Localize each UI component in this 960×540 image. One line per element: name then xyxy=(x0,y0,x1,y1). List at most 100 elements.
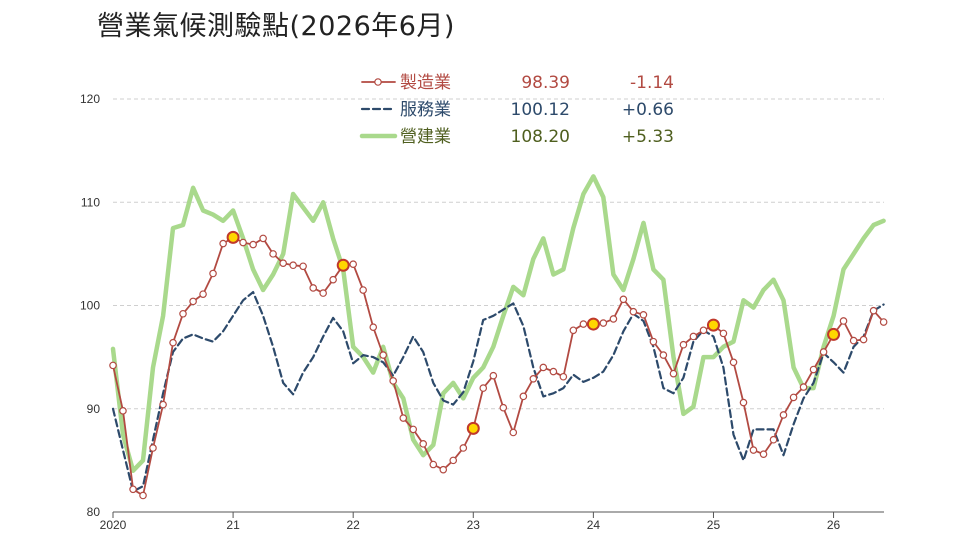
legend-value-manufacturing: 98.39 xyxy=(521,73,570,93)
x-tick-label: 25 xyxy=(707,518,721,532)
data-point-manufacturing xyxy=(629,307,638,316)
data-point-manufacturing xyxy=(329,275,337,284)
data-point-manufacturing xyxy=(579,320,588,328)
data-point-manufacturing xyxy=(119,407,127,415)
grid-layer xyxy=(113,98,884,410)
highlight-point-manufacturing xyxy=(586,317,600,331)
data-point-manufacturing xyxy=(279,259,287,267)
data-point-manufacturing xyxy=(869,306,878,315)
data-point-manufacturing xyxy=(319,289,327,297)
x-tick-label: 21 xyxy=(226,518,240,532)
data-point-manufacturing xyxy=(269,250,277,258)
data-point-manufacturing xyxy=(639,310,648,319)
data-point-manufacturing xyxy=(459,444,468,452)
data-point-manufacturing xyxy=(679,340,688,349)
data-point-manufacturing xyxy=(659,351,668,359)
data-point-manufacturing xyxy=(409,425,418,434)
legend-label-manufacturing: 製造業 xyxy=(400,73,451,93)
data-point-manufacturing xyxy=(779,411,788,419)
data-point-manufacturing xyxy=(359,286,367,294)
data-point-manufacturing xyxy=(839,317,848,325)
data-point-manufacturing xyxy=(609,315,618,323)
data-point-manufacturing xyxy=(479,384,488,392)
data-point-manufacturing xyxy=(849,336,858,345)
data-point-manufacturing xyxy=(819,348,828,356)
x-tick-label: 2020 xyxy=(100,518,127,532)
legend-value-construction: 108.20 xyxy=(511,127,570,147)
legend-change-manufacturing: -1.14 xyxy=(630,73,674,93)
data-point-manufacturing xyxy=(419,440,428,448)
data-point-manufacturing xyxy=(379,351,388,359)
series-layer xyxy=(109,174,888,500)
data-point-manufacturing xyxy=(739,398,748,407)
data-point-manufacturing xyxy=(249,240,257,249)
x-tick-label: 23 xyxy=(467,518,481,532)
legend-label-services: 服務業 xyxy=(400,100,451,120)
data-point-manufacturing xyxy=(719,329,728,338)
data-point-manufacturing xyxy=(549,367,558,376)
data-point-manufacturing xyxy=(429,460,438,469)
data-point-manufacturing xyxy=(449,456,458,465)
highlight-point-manufacturing xyxy=(466,421,480,435)
data-point-manufacturing xyxy=(489,371,498,380)
data-point-manufacturing xyxy=(199,290,207,298)
data-point-manufacturing xyxy=(139,491,147,500)
data-point-manufacturing xyxy=(149,444,157,452)
data-point-manufacturing xyxy=(599,319,608,327)
data-point-manufacturing xyxy=(179,309,187,318)
legend-item-manufacturing: 製造業 98.39 -1.14 xyxy=(361,73,674,93)
data-point-manufacturing xyxy=(209,269,217,278)
data-point-manufacturing xyxy=(289,261,297,270)
data-point-manufacturing xyxy=(499,403,508,412)
data-point-manufacturing xyxy=(169,338,177,347)
series-line-services xyxy=(111,291,885,493)
data-point-manufacturing xyxy=(299,262,307,271)
data-point-manufacturing xyxy=(769,435,778,444)
data-point-manufacturing xyxy=(649,337,658,346)
y-tick-label: 110 xyxy=(81,195,100,209)
data-point-manufacturing xyxy=(809,365,818,374)
y-tick-label: 100 xyxy=(80,299,100,313)
data-point-manufacturing xyxy=(879,318,888,326)
data-point-manufacturing xyxy=(159,400,167,409)
legend-change-services: +0.66 xyxy=(622,100,674,120)
data-point-manufacturing xyxy=(529,375,538,383)
data-point-manufacturing xyxy=(129,485,137,494)
legend-change-construction: +5.33 xyxy=(622,127,674,147)
data-point-manufacturing xyxy=(689,332,698,341)
x-tick-label: 26 xyxy=(827,518,841,532)
data-point-manufacturing xyxy=(509,428,518,437)
data-point-manufacturing xyxy=(729,358,738,367)
highlight-point-manufacturing xyxy=(336,258,350,272)
data-point-manufacturing xyxy=(799,383,808,391)
data-point-manufacturing xyxy=(519,392,528,401)
data-point-manufacturing xyxy=(789,393,798,402)
data-point-manufacturing xyxy=(749,446,758,454)
data-point-manufacturing xyxy=(859,335,868,344)
data-point-manufacturing xyxy=(539,363,548,372)
data-point-manufacturing xyxy=(309,284,317,292)
data-point-manufacturing xyxy=(239,238,247,247)
series-line-construction xyxy=(110,174,886,473)
data-point-manufacturing xyxy=(399,414,408,422)
data-point-manufacturing xyxy=(389,377,397,385)
data-point-manufacturing xyxy=(439,465,448,474)
highlight-point-manufacturing xyxy=(706,318,720,332)
data-point-manufacturing xyxy=(669,369,678,378)
data-point-manufacturing xyxy=(189,297,197,306)
data-point-manufacturing xyxy=(219,239,227,248)
legend-label-construction: 營建業 xyxy=(400,127,451,147)
data-point-manufacturing xyxy=(259,234,267,243)
data-point-manufacturing xyxy=(619,295,628,304)
x-tick-label: 24 xyxy=(587,518,601,532)
legend-item-construction: 營建業 108.20 +5.33 xyxy=(359,127,674,147)
data-point-manufacturing xyxy=(759,450,768,458)
data-point-manufacturing xyxy=(559,372,568,381)
data-point-manufacturing xyxy=(569,326,578,335)
legend-item-services: 服務業 100.12 +0.66 xyxy=(360,100,674,120)
x-tick-label: 22 xyxy=(347,518,361,532)
data-point-manufacturing xyxy=(369,323,378,331)
series-line-manufacturing xyxy=(112,236,885,497)
